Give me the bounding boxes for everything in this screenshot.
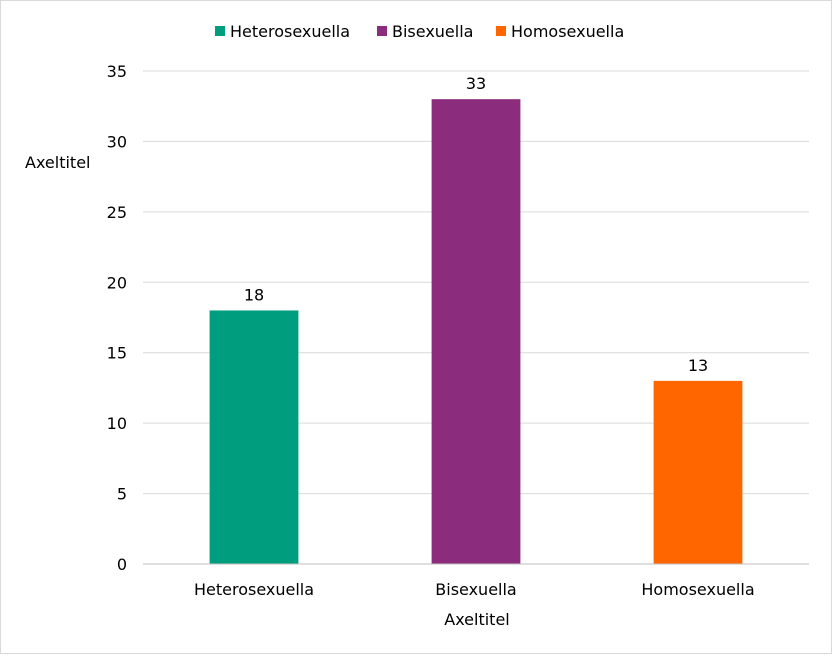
y-tick-label: 20	[107, 273, 127, 292]
legend-label-bisexuella: Bisexuella	[392, 22, 473, 41]
y-tick-label: 25	[107, 203, 127, 222]
y-tick-label: 30	[107, 132, 127, 151]
x-category-label-homosexuella: Homosexuella	[641, 580, 754, 599]
y-axis-ticks: 0 5 10 15 20 25 30 35	[107, 62, 127, 574]
legend-label-homosexuella: Homosexuella	[511, 22, 624, 41]
bars	[209, 99, 743, 565]
y-tick-label: 5	[117, 485, 127, 504]
legend-swatch-homosexuella	[496, 26, 506, 36]
data-label-homosexuella: 13	[688, 356, 708, 375]
bar-bisexuella	[431, 99, 521, 565]
x-axis-title: Axeltitel	[444, 610, 510, 629]
bar-heterosexuella	[209, 310, 299, 564]
x-axis-categories: Heterosexuella Bisexuella Homosexuella	[194, 580, 755, 599]
x-category-label-heterosexuella: Heterosexuella	[194, 580, 314, 599]
legend-swatch-heterosexuella	[215, 26, 225, 36]
y-tick-label: 15	[107, 344, 127, 363]
y-tick-label: 0	[117, 555, 127, 574]
legend-label-heterosexuella: Heterosexuella	[230, 22, 350, 41]
legend-swatch-bisexuella	[377, 26, 387, 36]
legend: Heterosexuella Bisexuella Homosexuella	[215, 22, 624, 41]
y-tick-label: 10	[107, 414, 127, 433]
data-label-heterosexuella: 18	[244, 285, 264, 304]
y-axis-title: Axeltitel	[25, 153, 91, 172]
data-label-bisexuella: 33	[466, 74, 486, 93]
bar-homosexuella	[653, 380, 743, 564]
x-category-label-bisexuella: Bisexuella	[435, 580, 516, 599]
data-labels: 18 33 13	[244, 74, 708, 375]
y-tick-label: 35	[107, 62, 127, 81]
